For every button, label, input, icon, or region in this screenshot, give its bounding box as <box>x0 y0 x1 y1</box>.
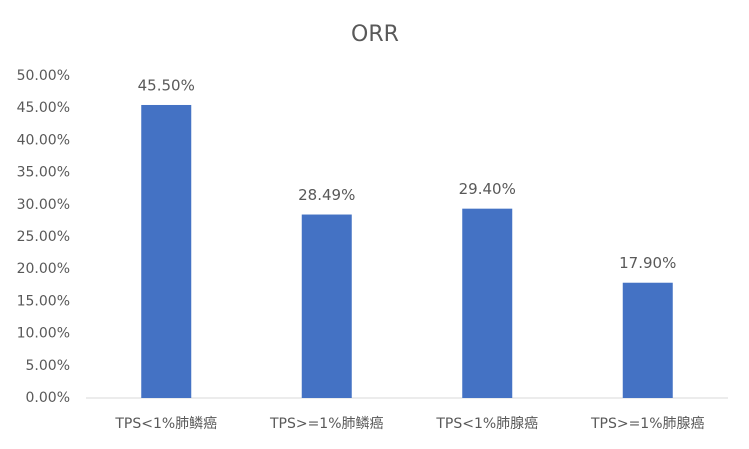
data-label: 17.90% <box>619 254 676 272</box>
y-tick-label: 25.00% <box>17 229 70 245</box>
bar <box>462 208 513 398</box>
data-label: 29.40% <box>459 180 516 198</box>
y-tick-label: 0.00% <box>26 390 70 406</box>
data-label: 28.49% <box>298 186 355 204</box>
bar <box>141 104 192 398</box>
y-tick-label: 30.00% <box>17 197 70 213</box>
bar <box>301 214 352 398</box>
y-tick-label: 50.00% <box>17 68 70 84</box>
y-tick-label: 40.00% <box>17 132 70 148</box>
chart-title: ORR <box>351 22 399 47</box>
y-tick-label: 5.00% <box>26 358 70 374</box>
y-tick-label: 45.00% <box>17 100 70 116</box>
y-tick-label: 10.00% <box>17 326 70 342</box>
bar <box>622 282 673 398</box>
y-tick-label: 15.00% <box>17 293 70 309</box>
y-tick-label: 20.00% <box>17 261 70 277</box>
x-tick-label: TPS<1%肺腺癌 <box>435 416 538 432</box>
x-tick-label: TPS>=1%肺鳞癌 <box>269 416 384 432</box>
x-tick-label: TPS<1%肺鳞癌 <box>114 416 217 432</box>
data-label: 45.50% <box>138 76 195 94</box>
y-tick-label: 35.00% <box>17 165 70 181</box>
x-tick-label: TPS>=1%肺腺癌 <box>590 416 705 432</box>
